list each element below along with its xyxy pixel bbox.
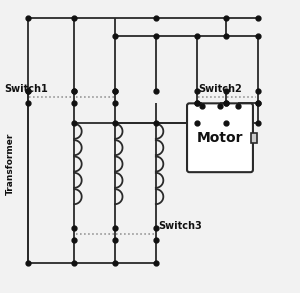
Text: Motor: Motor xyxy=(197,131,243,145)
Text: Switch1: Switch1 xyxy=(4,84,48,94)
Text: Switch3: Switch3 xyxy=(159,221,203,231)
Text: Switch2: Switch2 xyxy=(198,84,242,94)
Bar xyxy=(250,133,257,143)
Text: Transformer: Transformer xyxy=(6,133,15,195)
FancyBboxPatch shape xyxy=(187,103,253,172)
